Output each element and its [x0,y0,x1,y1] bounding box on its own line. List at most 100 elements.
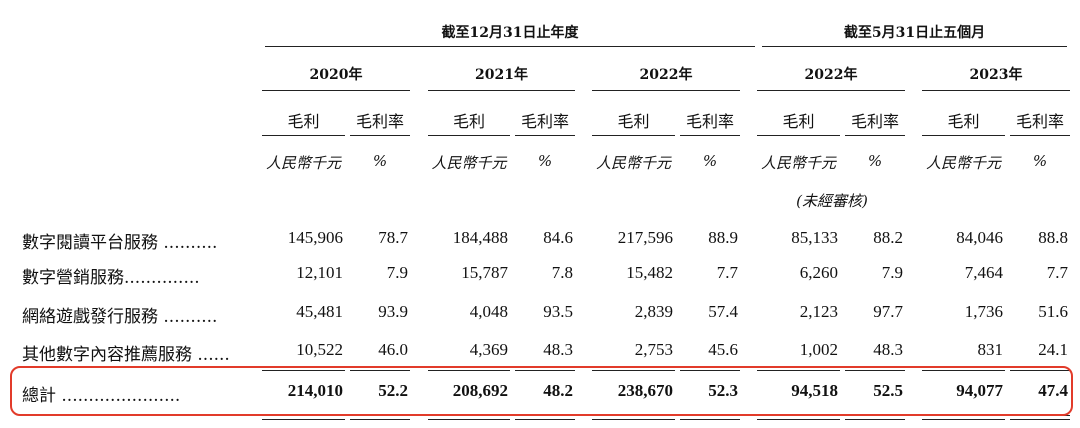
cell-margin: 24.1 [1038,340,1068,359]
year-header: 2022年 [804,67,858,83]
cell-margin: 78.7 [378,228,408,247]
year-header: 2023年 [969,67,1023,83]
year-header: 2020年 [309,67,363,83]
total-top-rule [1010,370,1070,371]
cell-gross-profit: 217,596 [617,228,673,247]
unit-pct: % [1032,152,1048,170]
cell-gross-profit: 1,002 [799,340,838,359]
year-header-rule [592,90,740,91]
col-gross-profit: 毛利 [452,112,485,131]
total-margin: 48.2 [543,381,573,400]
cell-margin: 57.4 [708,302,738,321]
total-gross-profit: 238,670 [617,381,673,400]
cell-gross-profit: 45,481 [296,302,343,321]
unit-pct: % [537,152,553,170]
col-margin: 毛利率 [685,112,734,131]
total-top-rule [350,370,410,371]
cell-margin: 93.5 [543,302,573,321]
col-margin-rule [680,135,740,136]
col-gross-profit: 毛利 [617,112,650,131]
cell-gross-profit: 1,736 [964,302,1003,321]
col-margin-rule [350,135,410,136]
cell-gross-profit: 145,906 [287,228,343,247]
cell-gross-profit: 7,464 [964,263,1003,282]
total-gross-profit: 214,010 [287,381,343,400]
cell-margin: 88.8 [1038,228,1068,247]
unit-rmb: 人民幣千元 [431,154,507,172]
row-label-digital-marketing: 數字營銷服務.............. [22,268,200,288]
col-gross-profit-rule [592,135,675,136]
cell-margin: 7.9 [881,263,903,282]
group-header-five-months: 截至5月31日止五個月 [843,25,986,41]
year-header: 2021年 [475,67,528,83]
cell-gross-profit: 85,133 [791,228,838,247]
unit-rmb: 人民幣千元 [595,154,671,172]
col-margin: 毛利率 [355,112,404,131]
cell-margin: 51.6 [1038,302,1068,321]
cell-gross-profit: 10,522 [296,340,343,359]
total-top-rule [680,370,740,371]
total-margin: 52.3 [708,381,738,400]
col-gross-profit-rule [428,135,510,136]
row-label-digital-reading: 數字閱讀平台服務 .......... [22,233,218,253]
group-header-fiscal-year: 截至12月31日止年度 [441,25,579,41]
cell-margin: 7.8 [551,263,573,282]
cell-gross-profit: 2,753 [634,340,673,359]
col-gross-profit: 毛利 [782,112,815,131]
cell-gross-profit: 831 [977,340,1004,359]
cell-margin: 48.3 [543,340,573,359]
total-top-rule [428,370,510,371]
total-top-rule [757,370,840,371]
cell-margin: 88.9 [708,228,738,247]
col-gross-profit-rule [922,135,1005,136]
col-margin: 毛利率 [850,112,899,131]
unit-rmb: 人民幣千元 [925,154,1001,172]
year-header-rule [922,90,1070,91]
total-top-rule [845,370,905,371]
cell-margin: 46.0 [378,340,408,359]
year-header-rule [757,90,905,91]
col-gross-profit-rule [262,135,345,136]
cell-gross-profit: 12,101 [296,263,343,282]
total-top-rule [515,370,575,371]
group-header-five-months-rule [762,46,1067,47]
row-label-other-content: 其他數字內容推薦服務 ...... [22,345,230,365]
total-gross-profit: 94,077 [956,381,1003,400]
cell-gross-profit: 4,369 [469,340,508,359]
cell-gross-profit: 4,048 [469,302,508,321]
cell-margin: 88.2 [873,228,903,247]
total-gross-profit: 94,518 [791,381,838,400]
col-margin: 毛利率 [1015,112,1064,131]
cell-margin: 84.6 [543,228,573,247]
year-header-rule [428,90,575,91]
cell-gross-profit: 15,482 [626,263,673,282]
unit-pct: % [372,152,388,170]
col-gross-profit-rule [757,135,840,136]
cell-gross-profit: 2,839 [634,302,673,321]
group-header-fiscal-year-rule [265,46,755,47]
total-margin: 47.4 [1038,381,1068,400]
cell-margin: 7.7 [716,263,738,282]
unaudited-note: (未經審核) [796,192,868,210]
total-top-rule [592,370,675,371]
total-label: 總計 ...................... [22,386,181,406]
col-margin-rule [845,135,905,136]
cell-gross-profit: 6,260 [799,263,838,282]
row-label-online-game: 網絡遊戲發行服務 .......... [22,307,218,327]
cell-margin: 97.7 [873,302,903,321]
cell-margin: 48.3 [873,340,903,359]
total-row-highlight [10,366,1073,416]
cell-gross-profit: 184,488 [452,228,508,247]
col-margin-rule [1010,135,1070,136]
unit-pct: % [702,152,718,170]
total-gross-profit: 208,692 [452,381,508,400]
year-header: 2022年 [639,67,693,83]
col-margin: 毛利率 [520,112,569,131]
unit-rmb: 人民幣千元 [760,154,836,172]
cell-gross-profit: 84,046 [956,228,1003,247]
cell-gross-profit: 2,123 [799,302,838,321]
col-gross-profit: 毛利 [287,112,320,131]
unit-pct: % [867,152,883,170]
cell-margin: 7.7 [1046,263,1068,282]
cell-margin: 93.9 [378,302,408,321]
